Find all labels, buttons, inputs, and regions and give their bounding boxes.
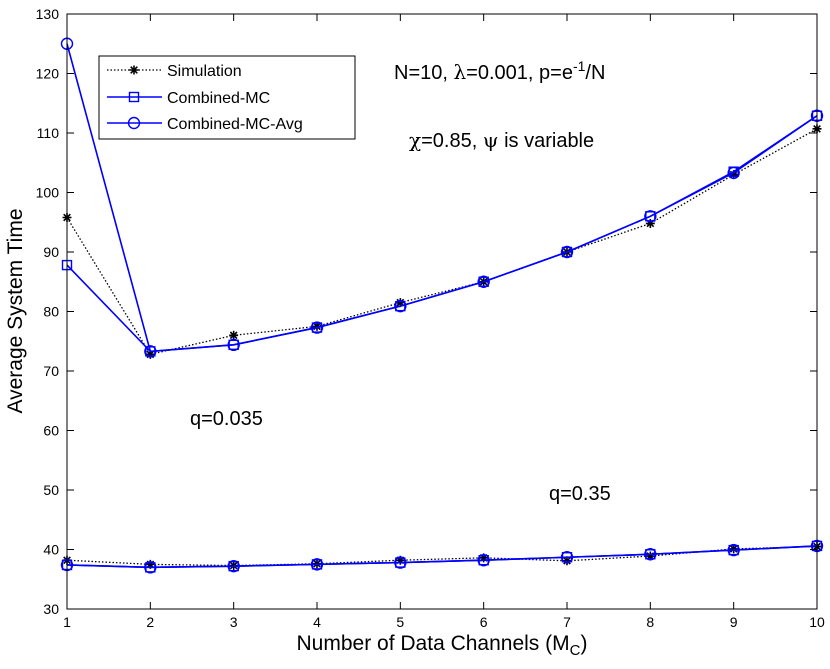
legend-entry-combined-mc-avg: Combined-MC-Avg [107, 116, 303, 133]
data-point-asterisk [395, 555, 405, 565]
x-tick-label: 6 [480, 614, 488, 630]
annotation-params-line2: χ=0.85, ψ is variable [409, 128, 594, 152]
legend-entry-combined-mc: Combined-MC [107, 90, 270, 107]
legend: Simulation Combined-MC Combined-MC-Avg [98, 55, 356, 140]
data-point-circle [144, 345, 157, 358]
data-point-circle [477, 554, 490, 567]
asterisk-marker-strokes [729, 544, 739, 554]
series-line-simulation-q0035 [66, 128, 818, 356]
asterisk-marker-strokes [729, 170, 739, 180]
y-tick-label: 90 [43, 244, 59, 260]
data-point-circle [227, 338, 240, 352]
data-point-asterisk [645, 218, 655, 228]
data-point-asterisk [479, 553, 489, 563]
data-point-circle [310, 321, 324, 334]
x-tick-label: 8 [646, 614, 654, 630]
data-point-square [311, 322, 323, 333]
asterisk-marker-strokes [645, 551, 655, 561]
data-point-circle [560, 551, 574, 564]
y-tick-label: 80 [43, 304, 59, 320]
data-point-asterisk [145, 349, 155, 359]
legend-symbol-square [128, 91, 140, 103]
data-point-square [395, 300, 406, 312]
asterisk-marker-strokes [479, 553, 489, 563]
plot-frame [66, 13, 818, 610]
series-layer [60, 37, 824, 574]
data-point-circle [227, 559, 240, 573]
asterisk-marker-strokes [229, 330, 239, 340]
legend-symbol-asterisk [129, 65, 139, 75]
legend-symbol-circle [127, 116, 141, 130]
asterisk-marker-strokes [312, 321, 322, 331]
asterisk-marker-strokes [395, 555, 405, 565]
asterisk-marker-strokes [145, 349, 155, 359]
series-line-combined-mc-avg-q0035 [66, 43, 818, 353]
annotation-params-line1: N=10, λ=0.001, p=e-1/N [394, 58, 605, 84]
y-axis-title: Average System Time [4, 208, 27, 413]
series-line-combined-mc-avg-q035 [66, 545, 818, 569]
x-tick-label: 9 [730, 614, 738, 630]
asterisk-marker-strokes [145, 559, 155, 569]
asterisk-marker-strokes [562, 556, 572, 566]
data-point-circle [394, 556, 407, 569]
x-tick-label: 2 [146, 614, 154, 630]
data-point-circle [644, 548, 657, 561]
data-point-asterisk [562, 556, 572, 566]
x-tick-label: 7 [563, 614, 571, 630]
x-tick-label: 1 [63, 614, 71, 630]
data-point-circle [477, 275, 490, 288]
data-point-circle [727, 166, 740, 180]
x-tick-label: 10 [809, 614, 825, 630]
x-tick-label: 4 [313, 614, 321, 630]
data-point-square [561, 246, 573, 258]
data-point-circle [310, 558, 324, 571]
data-point-circle [560, 245, 574, 259]
data-point-circle [394, 299, 407, 313]
x-axis-title: Number of Data Channels (MC) [297, 632, 588, 659]
data-point-asterisk [312, 321, 322, 331]
legend-marker-asterisk [129, 65, 139, 75]
data-point-asterisk [645, 551, 655, 561]
data-point-asterisk [145, 559, 155, 569]
asterisk-marker-strokes [129, 65, 139, 75]
y-tick-label: 100 [36, 185, 60, 201]
y-tick-label: 50 [43, 482, 59, 498]
x-tick-label: 3 [230, 614, 238, 630]
y-tick-label: 130 [36, 6, 60, 22]
annotation-q-low: q=0.035 [190, 408, 263, 430]
data-point-asterisk [729, 544, 739, 554]
data-point-asterisk [229, 330, 239, 340]
y-tick-label: 40 [43, 542, 59, 558]
asterisk-marker-strokes [395, 298, 405, 308]
legend-marker-square [128, 91, 140, 103]
y-tick-label: 70 [43, 363, 59, 379]
data-point-asterisk [395, 298, 405, 308]
legend-label-simulation: Simulation [167, 63, 242, 80]
y-tick-label: 30 [43, 601, 59, 617]
legend-label-combined-mc: Combined-MC [167, 90, 270, 107]
data-point-square [478, 276, 489, 287]
series-line-simulation-q035 [66, 545, 818, 567]
legend-label-combined-mc-avg: Combined-MC-Avg [167, 116, 303, 133]
data-point-asterisk [729, 170, 739, 180]
axis-layer: 1 2 3 4 5 6 7 8 9 10 30 40 50 60 70 80 90 100 110 120 130 [36, 6, 825, 630]
legend-marker-circle [127, 116, 141, 130]
data-point-square [645, 211, 656, 222]
asterisk-marker-strokes [645, 218, 655, 228]
data-point-circle [727, 543, 740, 557]
data-point-circle [144, 561, 157, 574]
y-tick-label: 60 [43, 423, 59, 439]
annotation-q-high: q=0.35 [549, 483, 611, 505]
data-point-circle [644, 210, 657, 223]
x-tick-label: 5 [396, 614, 404, 630]
y-tick-label: 110 [37, 125, 60, 141]
y-tick-label: 120 [36, 66, 60, 82]
legend-entry-simulation: Simulation [107, 63, 242, 80]
